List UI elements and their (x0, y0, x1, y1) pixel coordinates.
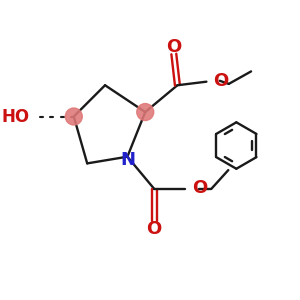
Text: O: O (192, 179, 207, 197)
Text: O: O (147, 220, 162, 238)
Circle shape (137, 103, 154, 121)
Text: O: O (166, 38, 182, 56)
Text: O: O (214, 72, 229, 90)
Text: HO: HO (2, 107, 30, 125)
Text: N: N (121, 151, 136, 169)
Circle shape (65, 108, 82, 125)
